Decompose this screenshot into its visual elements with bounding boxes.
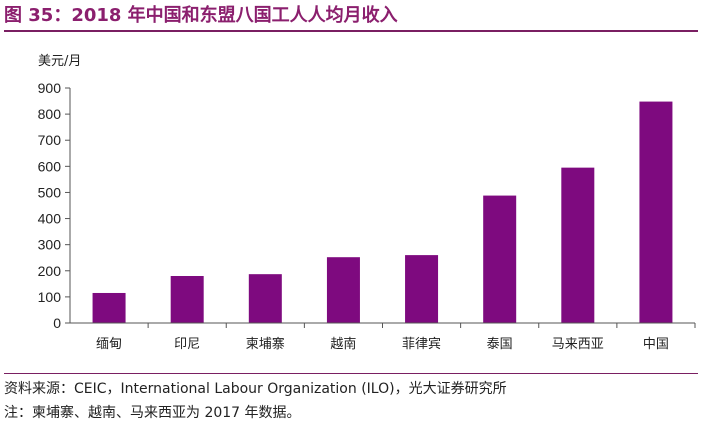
y-tick-label: 200	[38, 263, 62, 279]
footer-divider	[4, 373, 698, 374]
bar	[170, 276, 204, 323]
y-tick-label: 100	[38, 289, 62, 305]
y-axis-unit-label: 美元/月	[38, 54, 81, 69]
x-tick-label: 越南	[330, 336, 356, 352]
bar	[92, 292, 126, 323]
y-tick-label: 900	[38, 80, 62, 96]
source-note: 资料来源：CEIC，International Labour Organizat…	[4, 381, 507, 397]
x-axis: 缅甸 印尼 柬埔寨 越南 菲律宾 泰国 马来西亚 中国	[70, 322, 696, 352]
y-tick-label: 0	[53, 315, 61, 331]
bar	[483, 195, 517, 323]
bar-series	[92, 101, 673, 323]
x-tick-label: 菲律宾	[402, 336, 441, 352]
y-tick-label: 300	[38, 237, 62, 253]
x-tick-label: 马来西亚	[552, 337, 604, 352]
y-tick-label: 700	[38, 132, 62, 148]
bar	[639, 101, 673, 323]
x-tick-label: 印尼	[174, 337, 200, 352]
bar-chart: 美元/月 0 100 200 300 400 500 600 700 800 900 缅甸 印尼 柬埔…	[38, 54, 696, 352]
figure-title: 图 35：2018 年中国和东盟八国工人人均月收入	[4, 5, 398, 26]
bar	[561, 167, 595, 323]
y-tick-label: 800	[38, 106, 62, 122]
bar	[405, 255, 439, 323]
y-tick-label: 600	[38, 158, 62, 174]
bar	[248, 274, 282, 323]
y-axis: 0 100 200 300 400 500 600 700 800 900	[38, 80, 71, 331]
bar	[326, 257, 360, 323]
x-tick-label: 泰国	[487, 337, 513, 352]
y-tick-label: 400	[38, 211, 62, 227]
figure-title-bar: 图 35：2018 年中国和东盟八国工人人均月收入	[4, 4, 698, 32]
x-tick-label: 柬埔寨	[246, 336, 285, 352]
x-tick-label: 缅甸	[96, 337, 122, 352]
footnote: 注：柬埔寨、越南、马来西亚为 2017 年数据。	[4, 405, 301, 421]
x-tick-label: 中国	[643, 337, 669, 352]
y-tick-label: 500	[38, 184, 62, 200]
